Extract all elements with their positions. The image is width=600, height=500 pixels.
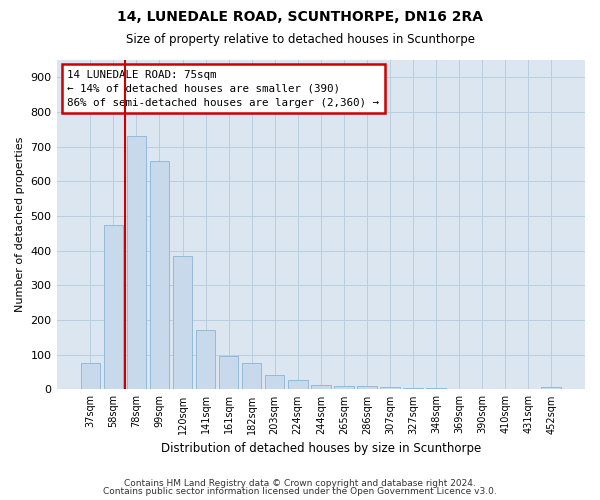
Y-axis label: Number of detached properties: Number of detached properties [15, 137, 25, 312]
Bar [149, 160, 169, 390]
Bar [288, 380, 308, 390]
Text: Contains HM Land Registry data © Crown copyright and database right 2024.: Contains HM Land Registry data © Crown c… [124, 478, 476, 488]
Bar [80, 364, 100, 390]
Bar [265, 375, 284, 390]
Bar [242, 362, 262, 390]
Bar [196, 330, 215, 390]
Bar [380, 387, 400, 390]
Bar [219, 356, 238, 390]
Bar [311, 386, 331, 390]
Bar [104, 224, 123, 390]
Bar [173, 256, 193, 390]
Text: Size of property relative to detached houses in Scunthorpe: Size of property relative to detached ho… [125, 32, 475, 46]
Bar [334, 386, 353, 390]
Bar [426, 388, 446, 390]
Bar [403, 388, 423, 390]
X-axis label: Distribution of detached houses by size in Scunthorpe: Distribution of detached houses by size … [161, 442, 481, 455]
Bar [357, 386, 377, 390]
Text: 14 LUNEDALE ROAD: 75sqm
← 14% of detached houses are smaller (390)
86% of semi-d: 14 LUNEDALE ROAD: 75sqm ← 14% of detache… [67, 70, 379, 108]
Bar [127, 136, 146, 390]
Text: 14, LUNEDALE ROAD, SCUNTHORPE, DN16 2RA: 14, LUNEDALE ROAD, SCUNTHORPE, DN16 2RA [117, 10, 483, 24]
Text: Contains public sector information licensed under the Open Government Licence v3: Contains public sector information licen… [103, 487, 497, 496]
Bar [541, 386, 561, 390]
